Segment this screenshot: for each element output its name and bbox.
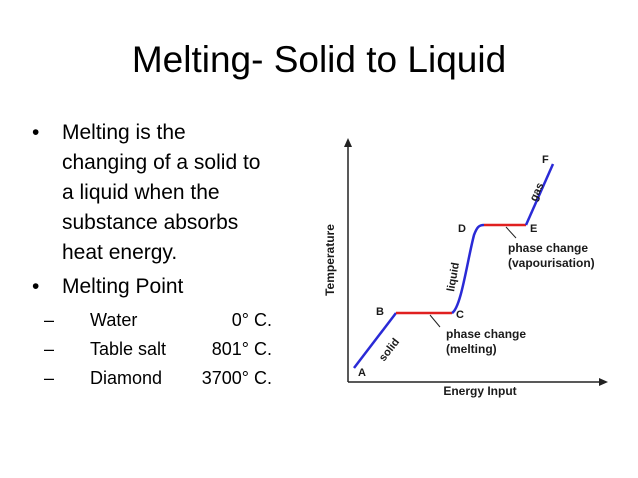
bullet-line: Melting Point	[62, 275, 184, 298]
substance-name: Table salt	[90, 339, 167, 359]
melting-point-list: – Water 0° C. – Table salt 801° C. – Diamo…	[44, 306, 304, 393]
annotation-vapourisation-line2: (vapourisation)	[508, 256, 595, 270]
heating-curve-chart: A B C D E F solid liquid gas phase chang…	[323, 138, 608, 398]
y-axis-label: Temperature	[323, 224, 337, 296]
melting-point-item: – Diamond 3700° C.	[44, 364, 304, 393]
melting-point-item: – Table salt 801° C.	[44, 335, 304, 364]
bullet-melting-point: • Melting Point	[30, 272, 330, 302]
bullet-dot: •	[32, 275, 40, 298]
bullet-line: Melting is the	[62, 121, 186, 144]
point-label-c: C	[456, 309, 464, 321]
melting-point-value: 3700° C.	[201, 368, 272, 388]
x-axis-arrowhead	[599, 378, 608, 386]
point-label-b: B	[376, 306, 384, 318]
curve-segment-solid	[353, 312, 397, 369]
point-label-a: A	[358, 367, 366, 379]
slide-title: Melting- Solid to Liquid	[131, 39, 507, 80]
substance-name: Water	[90, 310, 138, 330]
segment-label-liquid: liquid	[445, 262, 462, 293]
melting-point-value: 0° C.	[231, 310, 272, 330]
substance-name: Diamond	[90, 368, 163, 388]
x-axis-label: Energy Input	[443, 384, 516, 398]
point-label-d: D	[458, 223, 466, 235]
curve-segment-gas	[524, 163, 555, 226]
bullet-line: changing of a solid to	[62, 151, 261, 174]
point-label-e: E	[530, 223, 537, 235]
y-axis-arrowhead	[344, 138, 352, 147]
bullet-line: substance absorbs	[62, 211, 239, 234]
bullet-line: heat energy.	[62, 241, 178, 264]
bullet-dot: •	[32, 121, 40, 144]
bullet-melting-definition: • Melting is the changing of a solid to …	[30, 118, 330, 268]
annotation-leader-melting	[429, 314, 441, 328]
bullet-line: a liquid when the	[62, 181, 220, 204]
dash-marker: –	[44, 368, 55, 388]
annotation-melting-line1: phase change	[446, 327, 526, 341]
annotation-leader-vapourisation	[505, 226, 517, 239]
segment-label-solid: solid	[377, 336, 402, 364]
point-label-f: F	[542, 154, 549, 166]
annotation-melting-line2: (melting)	[446, 342, 497, 356]
bullet-list: • Melting is the changing of a solid to …	[30, 118, 330, 302]
melting-point-value: 801° C.	[211, 339, 272, 359]
curve-segment-liquid	[451, 223, 485, 315]
annotation-vapourisation-line1: phase change	[508, 241, 588, 255]
dash-marker: –	[44, 339, 55, 359]
dash-marker: –	[44, 310, 55, 330]
melting-point-item: – Water 0° C.	[44, 306, 304, 335]
